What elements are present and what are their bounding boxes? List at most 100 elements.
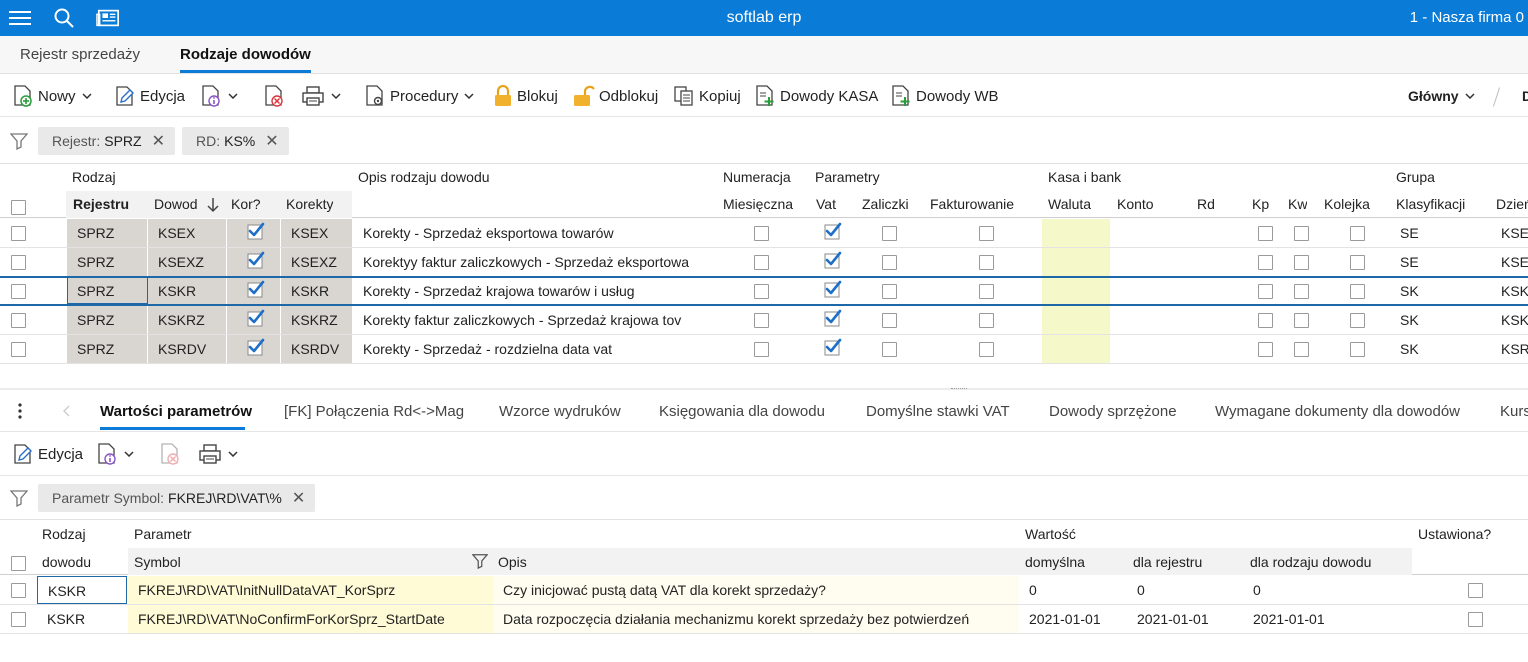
company-selector[interactable]: 1 - Nasza firma 0 bbox=[1409, 9, 1524, 26]
zaliczki-checkbox[interactable] bbox=[882, 255, 897, 270]
kor-checkbox[interactable] bbox=[247, 309, 265, 327]
kp-checkbox[interactable] bbox=[1258, 342, 1273, 357]
vat-checkbox[interactable] bbox=[824, 309, 842, 327]
kw-checkbox[interactable] bbox=[1294, 255, 1309, 270]
search-icon[interactable] bbox=[52, 6, 76, 30]
chevron-left-icon[interactable] bbox=[62, 404, 70, 420]
kp-checkbox[interactable] bbox=[1258, 226, 1273, 241]
detail-tab-parameter-values[interactable]: Wartości parametrów bbox=[100, 403, 252, 420]
cell-konto[interactable] bbox=[1111, 248, 1191, 276]
cell-opis[interactable]: Korekty faktur zaliczkowych - Sprzedaż k… bbox=[363, 312, 682, 328]
kor-checkbox[interactable] bbox=[247, 222, 265, 240]
cell-symbol[interactable]: FKREJ\RD\VAT\InitNullDataVAT_KorSprz bbox=[128, 576, 494, 604]
zaliczki-checkbox[interactable] bbox=[882, 284, 897, 299]
zaliczki-checkbox[interactable] bbox=[882, 313, 897, 328]
cell-dzien[interactable]: KSE bbox=[1501, 225, 1528, 241]
tab-rodzaje-dowodow[interactable]: Rodzaje dowodów bbox=[180, 46, 311, 73]
chevron-down-icon[interactable] bbox=[228, 93, 238, 99]
close-icon[interactable]: ✕ bbox=[291, 490, 306, 507]
column-header-zaliczki[interactable]: Zaliczki bbox=[862, 196, 909, 212]
row-select-checkbox[interactable] bbox=[11, 284, 26, 299]
cell-symbol[interactable]: FKREJ\RD\VAT\NoConfirmForKorSprz_StartDa… bbox=[128, 605, 494, 633]
cell-rejestr[interactable]: SPRZ bbox=[67, 277, 147, 305]
kp-checkbox[interactable] bbox=[1258, 255, 1273, 270]
unlock-button[interactable]: Odblokuj bbox=[573, 83, 658, 109]
kolejka-checkbox[interactable] bbox=[1350, 284, 1365, 299]
cell-waluta[interactable] bbox=[1042, 219, 1110, 247]
cell-rd[interactable] bbox=[1192, 219, 1246, 247]
detail-tab-postings[interactable]: Księgowania dla dowodu bbox=[659, 403, 825, 420]
kw-checkbox[interactable] bbox=[1294, 342, 1309, 357]
cell-dla-rodzaju[interactable]: 2021-01-01 bbox=[1253, 611, 1325, 627]
filter-icon[interactable] bbox=[9, 489, 29, 510]
cell-klasyfikacji[interactable]: SK bbox=[1400, 283, 1419, 299]
tab-rejestr-sprzedazy[interactable]: Rejestr sprzedaży bbox=[20, 46, 141, 63]
row-select-checkbox[interactable] bbox=[11, 612, 26, 627]
detail-delete-button[interactable] bbox=[159, 441, 181, 467]
cell-rejestr[interactable]: SPRZ bbox=[67, 306, 147, 334]
cell-konto[interactable] bbox=[1111, 277, 1191, 305]
column-header-konto[interactable]: Konto bbox=[1117, 196, 1154, 212]
cell-rd[interactable] bbox=[1192, 306, 1246, 334]
chevron-down-icon[interactable] bbox=[228, 451, 238, 457]
ustawiona-checkbox[interactable] bbox=[1468, 612, 1483, 627]
news-icon[interactable] bbox=[96, 6, 120, 30]
kolejka-checkbox[interactable] bbox=[1350, 255, 1365, 270]
cell-korekty[interactable]: KSKR bbox=[281, 277, 352, 305]
kp-checkbox[interactable] bbox=[1258, 284, 1273, 299]
cell-dowod[interactable]: KSKR bbox=[148, 277, 226, 305]
row-select-checkbox[interactable] bbox=[11, 342, 26, 357]
column-header-kor[interactable]: Kor? bbox=[231, 196, 261, 212]
kor-checkbox[interactable] bbox=[247, 338, 265, 356]
cell-klasyfikacji[interactable]: SK bbox=[1400, 312, 1419, 328]
row-select-checkbox[interactable] bbox=[11, 583, 26, 598]
column-header-kolejka[interactable]: Kolejka bbox=[1324, 196, 1370, 212]
detail-tab-fk-connections[interactable]: [FK] Połączenia Rd<->Mag bbox=[284, 403, 465, 420]
kolejka-checkbox[interactable] bbox=[1350, 313, 1365, 328]
cell-dla-rejestru[interactable]: 2021-01-01 bbox=[1137, 611, 1209, 627]
row-select-checkbox[interactable] bbox=[11, 255, 26, 270]
more-vertical-icon[interactable] bbox=[18, 403, 22, 422]
vat-checkbox[interactable] bbox=[824, 251, 842, 269]
cell-rd[interactable] bbox=[1192, 248, 1246, 276]
cell-opis[interactable]: Korekty - Sprzedaż eksportowa towarów bbox=[363, 225, 614, 241]
cell-klasyfikacji[interactable]: SE bbox=[1400, 225, 1419, 241]
pane-splitter[interactable] bbox=[0, 388, 1528, 390]
detail-edit-button[interactable]: Edycja bbox=[12, 441, 83, 467]
column-header-miesieczna[interactable]: Miesięczna bbox=[723, 196, 794, 212]
cell-korekty[interactable]: KSRDV bbox=[281, 335, 352, 363]
cell-waluta[interactable] bbox=[1042, 306, 1110, 334]
cash-docs-button[interactable]: Dowody KASA bbox=[754, 83, 878, 109]
cell-rejestr[interactable]: SPRZ bbox=[67, 219, 147, 247]
column-header-dzien[interactable]: Dzień bbox=[1496, 196, 1528, 212]
delete-button[interactable] bbox=[263, 83, 285, 109]
filter-chip-rd[interactable]: RD: KS% ✕ bbox=[182, 127, 289, 155]
chevron-down-icon[interactable] bbox=[331, 93, 341, 99]
cell-dowod[interactable]: KSKRZ bbox=[148, 306, 226, 334]
info-button[interactable] bbox=[200, 83, 238, 109]
splitter-grip-icon[interactable] bbox=[951, 388, 967, 390]
zaliczki-checkbox[interactable] bbox=[882, 226, 897, 241]
kw-checkbox[interactable] bbox=[1294, 226, 1309, 241]
procedures-button[interactable]: Procedury bbox=[364, 83, 474, 109]
cell-domyslna[interactable]: 2021-01-01 bbox=[1029, 611, 1101, 627]
column-header-klasyfikacji[interactable]: Klasyfikacji bbox=[1396, 196, 1466, 212]
detail-tab-linked-documents[interactable]: Dowody sprzężone bbox=[1049, 403, 1177, 420]
print-button[interactable] bbox=[301, 83, 341, 109]
cell-rejestr[interactable]: SPRZ bbox=[67, 335, 147, 363]
cell-rd[interactable] bbox=[1192, 277, 1246, 305]
cell-dowod[interactable]: KSEXZ bbox=[148, 248, 226, 276]
cell-konto[interactable] bbox=[1111, 219, 1191, 247]
cell-klasyfikacji[interactable]: SE bbox=[1400, 254, 1419, 270]
cell-rd[interactable] bbox=[1192, 335, 1246, 363]
cell-korekty[interactable]: KSEXZ bbox=[281, 248, 352, 276]
cell-opis[interactable]: Data rozpoczęcia działania mechanizmu ko… bbox=[493, 605, 1019, 633]
sort-arrow-down-icon[interactable] bbox=[206, 197, 220, 216]
cell-dowod[interactable]: KSRDV bbox=[148, 335, 226, 363]
detail-info-button[interactable] bbox=[96, 441, 134, 467]
column-header-vat[interactable]: Vat bbox=[816, 196, 836, 212]
new-button[interactable]: Nowy bbox=[12, 83, 92, 109]
vat-checkbox[interactable] bbox=[824, 280, 842, 298]
cell-rodzaj[interactable]: KSKR bbox=[37, 576, 127, 604]
ustawiona-checkbox[interactable] bbox=[1468, 583, 1483, 598]
